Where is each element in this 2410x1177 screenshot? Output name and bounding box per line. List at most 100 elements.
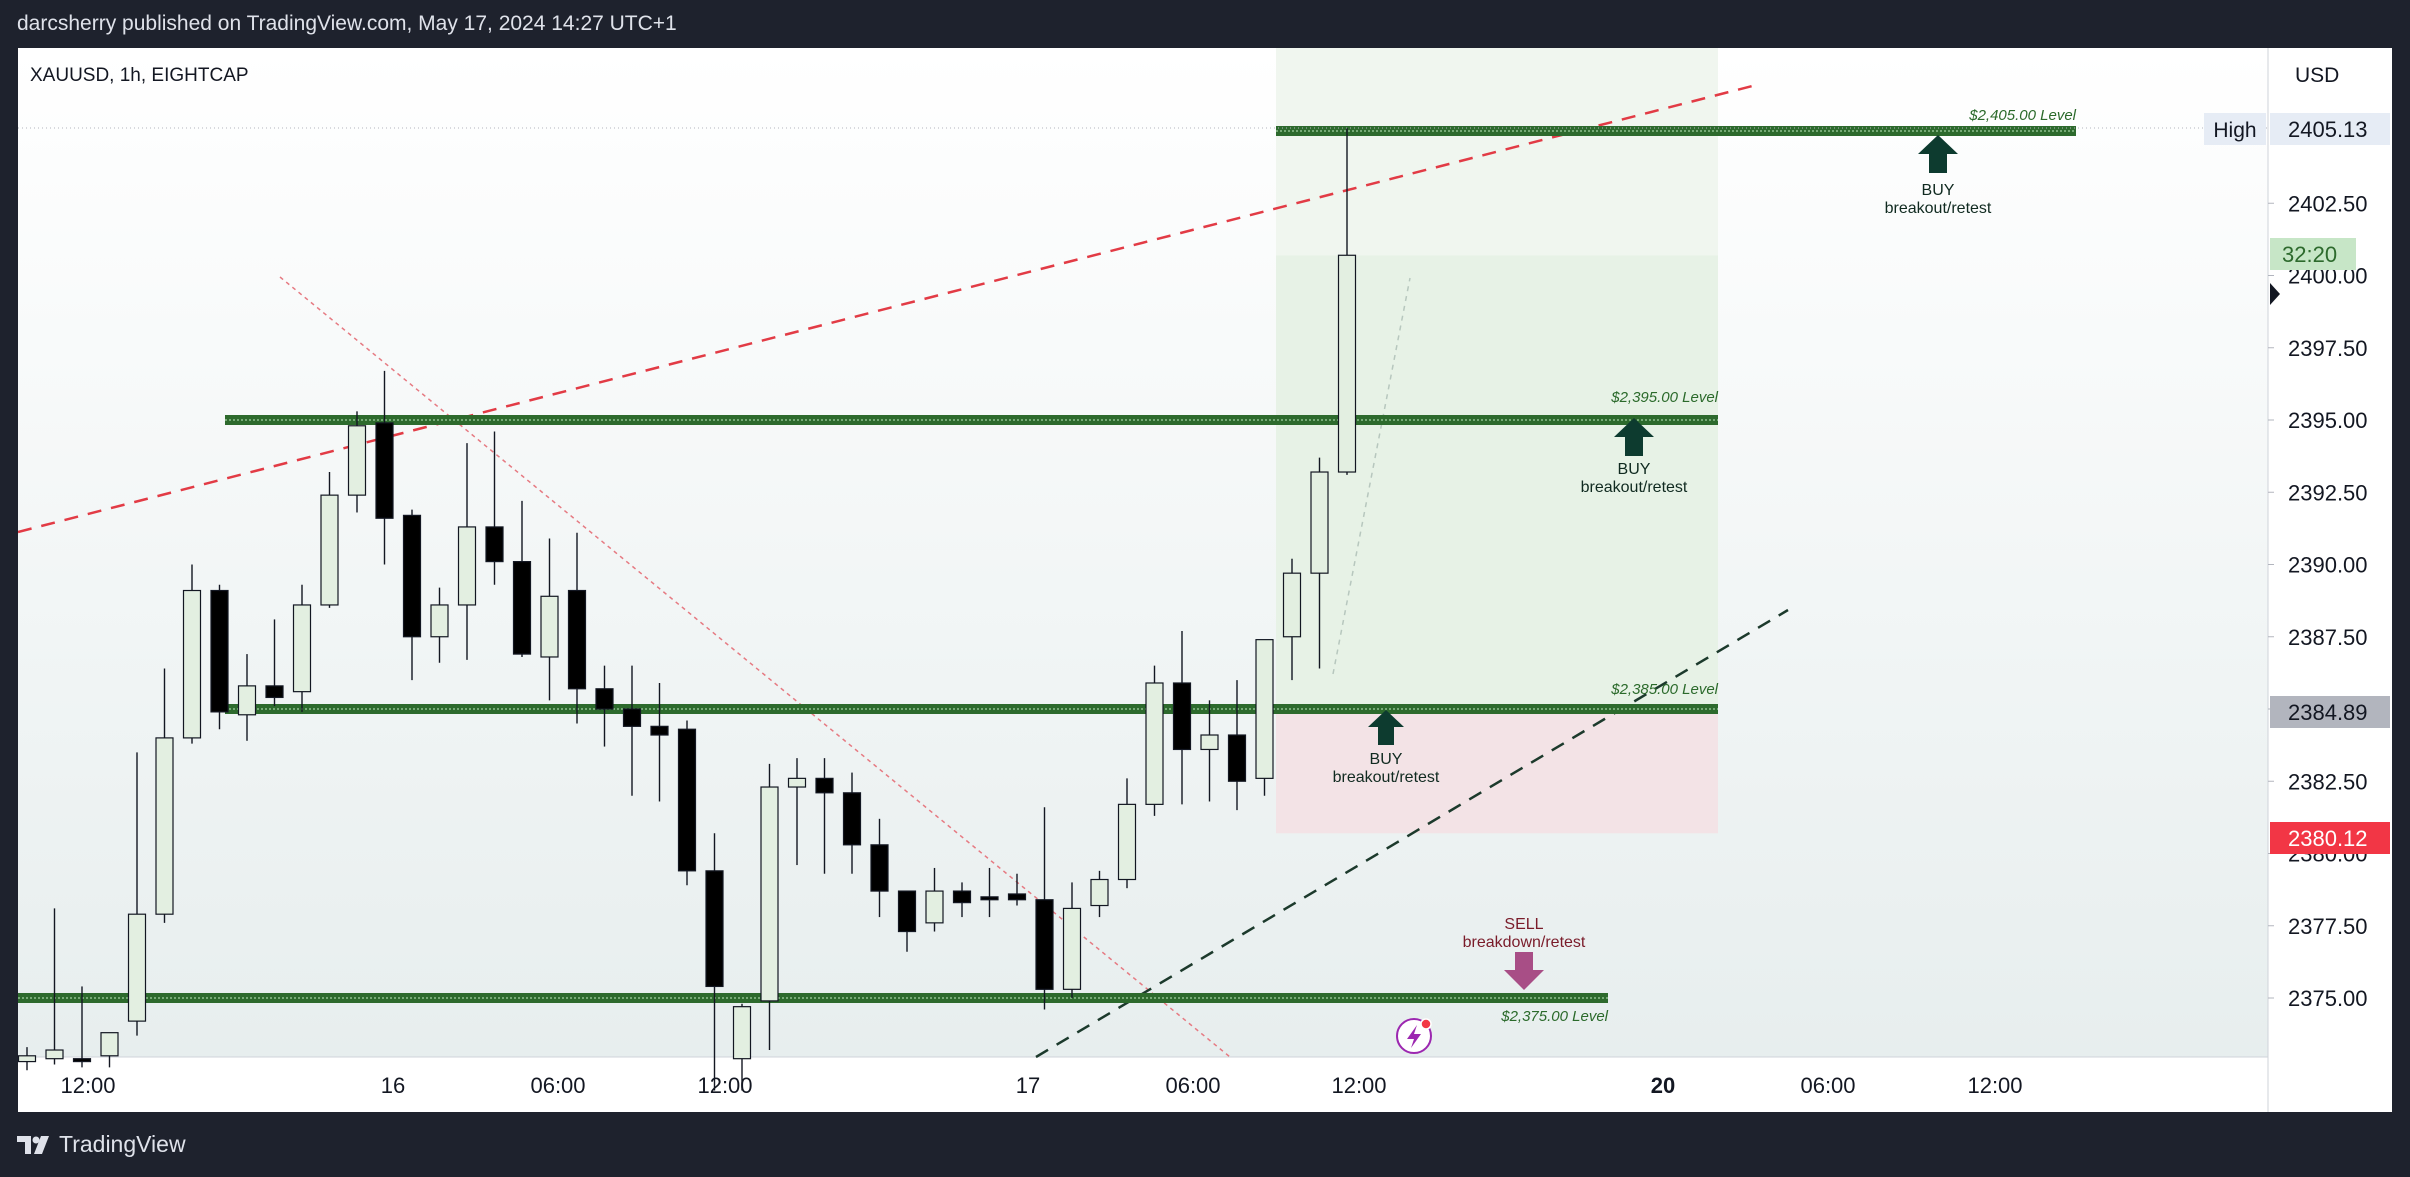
candle[interactable] xyxy=(787,758,807,866)
level-line-2375[interactable] xyxy=(18,993,1608,1003)
candle[interactable] xyxy=(842,772,862,874)
candle[interactable] xyxy=(17,1047,37,1071)
y-tick-label: 2397.50 xyxy=(2288,336,2368,361)
candle[interactable] xyxy=(760,763,779,1051)
candle-body xyxy=(595,688,614,710)
candle[interactable] xyxy=(265,619,284,707)
candle[interactable] xyxy=(1172,630,1192,805)
candle[interactable] xyxy=(237,654,257,741)
countdown-label: 32:20 xyxy=(2282,242,2337,267)
currency-button[interactable] xyxy=(2274,56,2352,92)
candle[interactable] xyxy=(210,584,229,730)
candle[interactable] xyxy=(595,665,614,747)
candle[interactable] xyxy=(870,818,889,918)
publish-banner: darcsherry published on TradingView.com,… xyxy=(17,12,677,35)
candle-body xyxy=(485,526,504,563)
candle-body xyxy=(787,777,807,788)
y-tick-label: 2387.50 xyxy=(2288,625,2368,650)
time-axis-panel xyxy=(18,1057,2268,1112)
candle[interactable] xyxy=(430,587,449,663)
candle[interactable] xyxy=(650,682,669,802)
candle-body xyxy=(952,890,972,904)
last-price-label: 2384.89 xyxy=(2288,700,2368,725)
trendline-dark-support[interactable] xyxy=(1035,608,1789,1059)
tradingview-brand[interactable]: TradingView xyxy=(17,1131,186,1158)
candle[interactable] xyxy=(457,443,477,660)
candle-body xyxy=(1255,639,1274,779)
candle-body xyxy=(1227,734,1247,782)
candle[interactable] xyxy=(45,908,64,1065)
candle[interactable] xyxy=(402,509,422,681)
candle[interactable] xyxy=(1117,778,1137,889)
candle[interactable] xyxy=(897,890,917,952)
candle[interactable] xyxy=(1310,457,1329,669)
sell-label: SELL xyxy=(1504,916,1543,933)
candle[interactable] xyxy=(705,833,724,1091)
breakout-retest-label: breakout/retest xyxy=(1885,200,1992,217)
candle-body xyxy=(650,725,669,736)
projection-line xyxy=(1332,277,1411,675)
candle-body xyxy=(870,844,889,892)
candle-body xyxy=(1172,682,1192,751)
candle-body xyxy=(567,589,587,690)
candle[interactable] xyxy=(1282,558,1302,681)
candle[interactable] xyxy=(1062,882,1082,998)
candle[interactable] xyxy=(1255,639,1274,796)
candle[interactable] xyxy=(292,584,312,712)
candle[interactable] xyxy=(1090,870,1109,918)
x-tick-label: 06:00 xyxy=(530,1073,585,1098)
candle[interactable] xyxy=(1035,807,1054,1010)
candle[interactable] xyxy=(182,564,202,744)
sell-arrow-icon xyxy=(1504,952,1544,990)
candle[interactable] xyxy=(1227,680,1247,811)
high-tag xyxy=(2204,113,2266,145)
candle[interactable] xyxy=(1337,128,1357,475)
red-price-label-bg xyxy=(2270,822,2390,854)
candle-body xyxy=(1282,572,1302,638)
candle[interactable] xyxy=(925,867,944,932)
y-tick-label: 2377.50 xyxy=(2288,914,2368,939)
candle-body xyxy=(457,526,477,606)
last-price-label-bg xyxy=(2270,696,2390,728)
breakout-retest-label: breakout/retest xyxy=(1581,479,1688,496)
level-line-2385[interactable] xyxy=(225,704,1718,714)
buy-label: BUY xyxy=(1618,461,1651,478)
trendline-red-upper[interactable] xyxy=(17,82,1761,534)
level-line-2395[interactable] xyxy=(225,415,1718,425)
candle[interactable] xyxy=(980,867,999,918)
candle[interactable] xyxy=(567,532,587,724)
high-price-label: 2405.13 xyxy=(2288,117,2368,142)
currency-label[interactable]: USD xyxy=(2295,64,2339,87)
candle-body xyxy=(980,896,999,901)
candle-body xyxy=(72,1058,92,1063)
lightning-bolt-icon xyxy=(1407,1025,1421,1048)
candle[interactable] xyxy=(540,538,559,701)
candle[interactable] xyxy=(155,668,174,923)
candle[interactable] xyxy=(485,431,504,585)
candle[interactable] xyxy=(512,500,532,657)
profit-zone-light xyxy=(1276,48,1718,256)
candle[interactable] xyxy=(815,758,834,874)
candle[interactable] xyxy=(347,411,367,513)
x-tick-label: 06:00 xyxy=(1165,1073,1220,1098)
candle[interactable] xyxy=(622,665,642,796)
price-chart[interactable]: $2,405.00 Level BUY breakout/retest $2,3… xyxy=(17,48,2392,1112)
candle[interactable] xyxy=(320,472,339,608)
candle-body xyxy=(155,737,174,915)
candle[interactable] xyxy=(375,370,394,565)
candle[interactable] xyxy=(1007,873,1027,906)
candle[interactable] xyxy=(72,986,92,1068)
candle-body xyxy=(402,514,422,638)
candle[interactable] xyxy=(100,1032,119,1068)
symbol-title: XAUUSD, 1h, EIGHTCAP xyxy=(30,65,249,86)
high-price-label-bg xyxy=(2270,113,2390,145)
candle[interactable] xyxy=(732,1003,752,1091)
candle[interactable] xyxy=(677,720,697,886)
candle-body xyxy=(320,494,339,606)
candle[interactable] xyxy=(1200,700,1219,802)
candle[interactable] xyxy=(952,882,972,918)
chart-area[interactable]: $2,405.00 Level BUY breakout/retest $2,3… xyxy=(17,48,2392,1112)
candle-body xyxy=(45,1049,64,1060)
candle[interactable] xyxy=(127,752,147,1036)
candle[interactable] xyxy=(1145,665,1164,816)
